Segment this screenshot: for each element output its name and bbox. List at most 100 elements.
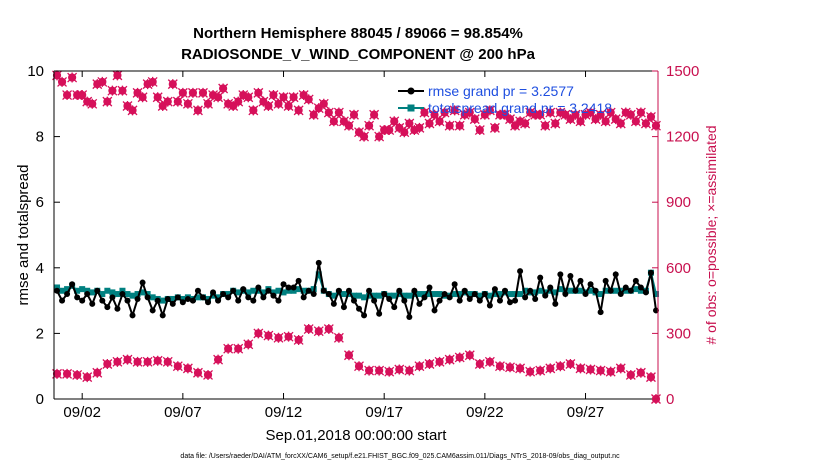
spread-point bbox=[577, 287, 584, 294]
obs-count-point bbox=[233, 96, 244, 107]
obs-count-point bbox=[630, 116, 641, 127]
rmse-point bbox=[522, 294, 529, 301]
spread-point bbox=[517, 291, 524, 298]
spread-point bbox=[361, 294, 368, 301]
rmse-point bbox=[275, 297, 282, 304]
rmse-point bbox=[446, 294, 453, 301]
obs-layer bbox=[52, 70, 661, 404]
obs-count-point bbox=[243, 92, 254, 103]
obs-count-point bbox=[243, 339, 254, 350]
obs-count-point bbox=[57, 76, 68, 87]
rmse-point bbox=[622, 284, 629, 291]
y-tick-label: 10 bbox=[27, 63, 44, 80]
rmse-point bbox=[582, 291, 589, 298]
obs-count-point bbox=[323, 107, 334, 118]
rmse-point bbox=[486, 302, 493, 309]
spread-point bbox=[64, 286, 71, 293]
obs-count-point bbox=[399, 127, 410, 138]
obs-count-point bbox=[223, 343, 234, 354]
rmse-point bbox=[64, 291, 71, 298]
rmse-point bbox=[89, 300, 96, 307]
rmse-point bbox=[79, 297, 86, 304]
spread-point bbox=[245, 289, 252, 296]
obs-count-point bbox=[182, 98, 193, 109]
spread-point bbox=[99, 291, 106, 298]
spread-point bbox=[179, 295, 186, 302]
obs-count-point bbox=[162, 356, 173, 367]
x-tick-label: 09/27 bbox=[567, 404, 605, 421]
rmse-point bbox=[305, 287, 312, 294]
rmse-point bbox=[441, 291, 448, 298]
rmse-point bbox=[159, 312, 166, 319]
spread-point bbox=[250, 287, 257, 294]
x-tick-label: 09/22 bbox=[466, 404, 504, 421]
obs-count-point bbox=[313, 326, 324, 337]
obs-count-point bbox=[364, 365, 375, 376]
spread-point bbox=[456, 291, 463, 298]
rmse-point bbox=[476, 297, 483, 304]
rmse-point bbox=[270, 292, 277, 299]
rmse-point bbox=[577, 277, 584, 284]
obs-count-point bbox=[550, 118, 561, 129]
spread-point bbox=[431, 291, 438, 298]
rmse-point bbox=[391, 304, 398, 311]
rmse-point bbox=[652, 307, 659, 314]
obs-count-point bbox=[218, 83, 229, 94]
spread-point bbox=[149, 294, 156, 301]
obs-count-point bbox=[273, 98, 284, 109]
spread-point bbox=[476, 292, 483, 299]
obs-count-point bbox=[384, 125, 395, 136]
obs-count-point bbox=[434, 116, 445, 127]
rmse-point bbox=[179, 299, 186, 306]
obs-count-point bbox=[585, 364, 596, 375]
obs-count-point bbox=[520, 118, 531, 129]
legend-spread-label: totalspread grand pr = 3.2418 bbox=[428, 100, 612, 116]
spread-point bbox=[637, 287, 644, 294]
spread-point bbox=[552, 289, 559, 296]
obs-count-point bbox=[640, 118, 651, 129]
rmse-point bbox=[597, 309, 604, 316]
legend-spread-marker bbox=[407, 104, 415, 112]
rmse-point bbox=[174, 294, 181, 301]
rmse-point bbox=[184, 295, 191, 302]
rmse-point bbox=[572, 287, 579, 294]
x-ticks: 09/02 09/07 09/12 09/17 09/22 09/27 bbox=[63, 71, 604, 421]
chart-subtitle: RADIOSONDE_V_WIND_COMPONENT @ 200 hPa bbox=[181, 46, 536, 63]
obs-count-point bbox=[167, 79, 178, 90]
rmse-point bbox=[119, 291, 126, 298]
rmse-point bbox=[139, 279, 146, 286]
spread-point bbox=[567, 287, 574, 294]
obs-count-point bbox=[308, 109, 319, 120]
rmse-point bbox=[194, 287, 201, 294]
obs-count-point bbox=[213, 92, 224, 103]
obs-count-point bbox=[454, 352, 465, 363]
spread-point bbox=[386, 292, 393, 299]
x-tick-label: 09/02 bbox=[63, 404, 101, 421]
rmse-point bbox=[215, 297, 222, 304]
obs-count-point bbox=[484, 105, 495, 116]
y2-tick-label: 0 bbox=[666, 391, 674, 408]
obs-count-point bbox=[359, 131, 370, 142]
rmse-point bbox=[376, 310, 383, 317]
obs-count-point bbox=[283, 331, 294, 342]
spread-point bbox=[557, 286, 564, 293]
obs-count-point bbox=[565, 359, 576, 370]
obs-count-point bbox=[444, 354, 455, 365]
rmse-point bbox=[517, 268, 524, 275]
obs-count-point bbox=[489, 122, 500, 133]
rmse-point bbox=[431, 307, 438, 314]
spread-point bbox=[119, 287, 126, 294]
rmse-point bbox=[335, 287, 342, 294]
rmse-point bbox=[451, 281, 458, 288]
rmse-point bbox=[124, 297, 131, 304]
rmse-point bbox=[255, 284, 262, 291]
rmse-point bbox=[320, 287, 327, 294]
rmse-series bbox=[54, 259, 659, 320]
obs-count-point bbox=[364, 120, 375, 131]
rmse-point bbox=[235, 297, 242, 304]
spread-point bbox=[275, 287, 282, 294]
spread-point bbox=[426, 291, 433, 298]
y2-axis-label: # of obs: o=possible; ×=assimilated bbox=[703, 125, 719, 344]
spread-point bbox=[391, 292, 398, 299]
obs-count-point bbox=[112, 70, 123, 81]
